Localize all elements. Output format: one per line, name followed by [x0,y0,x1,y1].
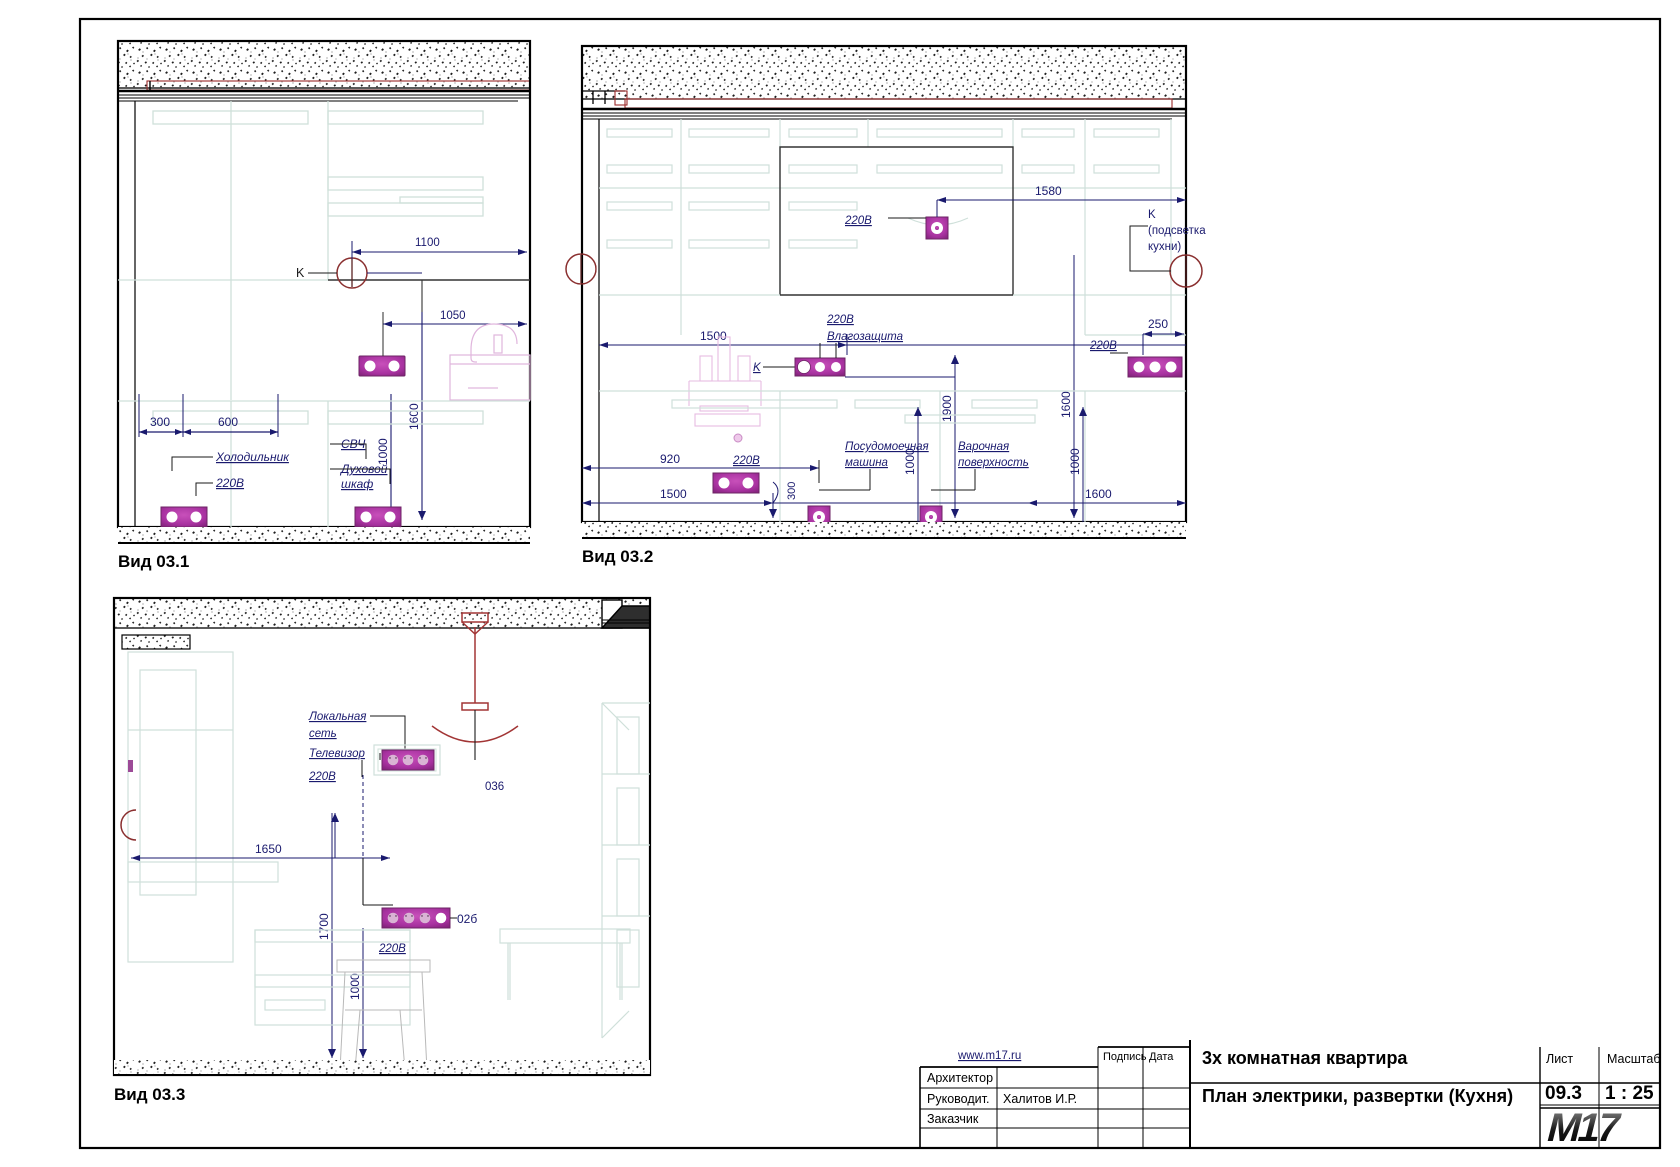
svg-text:Халитов И.Р.: Халитов И.Р. [1003,1092,1077,1106]
svg-text:220В: 220В [844,215,872,227]
svg-text:220В: 220В [308,771,336,783]
svg-text:Дата: Дата [1149,1051,1174,1063]
svg-text:1600: 1600 [1059,391,1073,418]
svg-text:02б: 02б [457,912,477,926]
svg-text:Варочная: Варочная [958,441,1009,453]
svg-text:220В: 220В [215,476,244,490]
svg-text:220В: 220В [732,455,760,467]
svg-text:600: 600 [218,415,238,429]
svg-text:K: K [1148,209,1156,221]
svg-text:300: 300 [786,482,798,500]
svg-text:1500: 1500 [700,329,727,343]
svg-text:1580: 1580 [1035,184,1062,198]
svg-text:поверхность: поверхность [958,457,1029,469]
svg-text:036: 036 [485,781,504,793]
svg-text:M17: M17 [1543,1105,1625,1150]
svg-text:Вид 03.3: Вид 03.3 [114,1085,185,1104]
svg-text:Локальная: Локальная [308,711,366,723]
svg-text:Заказчик: Заказчик [927,1112,979,1126]
svg-text:Подпись: Подпись [1103,1051,1147,1063]
svg-text:1 : 25: 1 : 25 [1605,1083,1654,1104]
svg-text:кухни): кухни) [1148,241,1181,253]
svg-text:1650: 1650 [255,842,282,856]
svg-text:1000: 1000 [376,438,390,465]
svg-text:Влагозащита: Влагозащита [827,331,903,343]
svg-text:220В: 220В [1089,340,1117,352]
svg-text:сеть: сеть [309,728,337,740]
svg-text:1100: 1100 [415,237,440,249]
svg-text:(подсветка: (подсветка [1148,225,1206,237]
svg-text:Масштаб: Масштаб [1607,1052,1660,1066]
svg-text:1600: 1600 [407,403,421,430]
svg-text:шкаф: шкаф [341,477,373,491]
svg-text:300: 300 [150,415,170,429]
svg-text:1050: 1050 [440,310,466,322]
svg-text:1000: 1000 [1068,448,1082,475]
svg-text:Руководит.: Руководит. [927,1092,989,1106]
svg-text:www.m17.ru: www.m17.ru [957,1050,1021,1062]
svg-text:Холодильник: Холодильник [215,450,290,464]
svg-text:K: K [753,362,762,374]
svg-text:Вид 03.2: Вид 03.2 [582,547,653,566]
svg-text:Телевизор: Телевизор [309,748,366,760]
svg-text:Вид 03.1: Вид 03.1 [118,552,189,571]
svg-text:Лист: Лист [1546,1052,1573,1066]
svg-text:машина: машина [845,457,888,469]
svg-text:1000: 1000 [903,448,917,475]
svg-text:1700: 1700 [317,913,331,940]
svg-text:План электрики, развертки (Кух: План электрики, развертки (Кухня) [1202,1086,1513,1106]
svg-text:920: 920 [660,452,680,466]
svg-text:09.3: 09.3 [1545,1083,1582,1104]
svg-text:220В: 220В [826,314,854,326]
svg-text:K: K [296,266,305,280]
svg-text:1500: 1500 [660,487,687,501]
svg-text:1900: 1900 [940,395,954,422]
svg-text:1600: 1600 [1085,487,1112,501]
svg-text:Архитектор: Архитектор [927,1071,993,1085]
svg-text:250: 250 [1148,317,1168,331]
svg-text:220В: 220В [378,943,406,955]
svg-text:3х комнатная квартира: 3х комнатная квартира [1202,1048,1408,1068]
